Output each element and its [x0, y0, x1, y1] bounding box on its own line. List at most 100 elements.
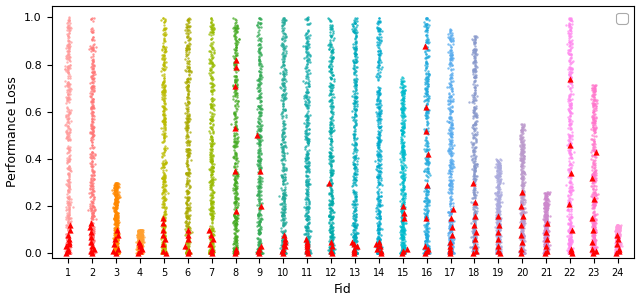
Point	[302, 73, 312, 78]
Point	[516, 145, 526, 149]
Point	[207, 156, 218, 161]
Point	[302, 249, 312, 254]
Point	[566, 91, 577, 96]
Point	[467, 244, 477, 249]
Point	[541, 216, 552, 221]
Point	[159, 215, 170, 220]
Point	[111, 184, 121, 189]
Point	[207, 251, 218, 256]
Point	[159, 174, 169, 179]
Point	[542, 251, 552, 256]
Point	[302, 249, 312, 254]
Point	[589, 251, 599, 256]
Point	[324, 149, 334, 154]
Point	[468, 230, 479, 235]
Point	[278, 244, 288, 249]
Point	[326, 247, 336, 252]
Point	[446, 54, 456, 59]
Point	[564, 113, 575, 118]
Point	[159, 111, 169, 116]
Point	[328, 123, 338, 127]
Point	[304, 182, 314, 187]
Point	[614, 246, 624, 250]
Point	[62, 214, 72, 219]
Point	[111, 246, 122, 250]
Point	[564, 21, 575, 25]
Point	[255, 148, 265, 153]
Point	[518, 190, 529, 195]
Point	[88, 57, 98, 62]
Point	[397, 137, 407, 142]
Point	[230, 169, 241, 174]
Point	[303, 248, 314, 252]
Point	[326, 249, 337, 254]
Point	[373, 71, 383, 76]
Point	[495, 217, 506, 222]
Point	[444, 250, 454, 255]
Point	[160, 237, 170, 242]
Point	[566, 53, 577, 58]
Point	[63, 87, 74, 92]
Point	[181, 128, 191, 133]
Point	[541, 225, 551, 230]
Point	[564, 17, 574, 22]
Point	[421, 192, 431, 197]
Point	[303, 181, 313, 186]
Point	[564, 37, 575, 42]
Point	[614, 227, 625, 232]
Point	[493, 221, 503, 226]
Point	[159, 63, 170, 68]
Point	[494, 239, 504, 243]
Point	[160, 249, 170, 254]
Point	[134, 231, 145, 236]
Point	[112, 227, 122, 232]
Point	[372, 168, 382, 173]
Point	[205, 76, 216, 81]
Point	[566, 181, 577, 186]
Point	[136, 233, 146, 238]
Point	[184, 140, 194, 145]
Point	[86, 208, 96, 213]
Point	[611, 241, 621, 246]
Point	[207, 99, 218, 104]
Point	[517, 169, 527, 174]
Point	[470, 249, 481, 254]
Point	[182, 216, 193, 220]
Point	[230, 126, 240, 131]
Point	[207, 226, 218, 230]
Point	[278, 87, 289, 92]
Point	[254, 248, 264, 252]
Point	[110, 251, 120, 255]
Point	[540, 196, 550, 201]
Point	[563, 207, 573, 212]
Point	[541, 243, 551, 247]
Point	[614, 238, 624, 243]
Point	[65, 251, 75, 255]
Point	[350, 27, 360, 31]
Point	[61, 251, 72, 256]
Point	[326, 201, 337, 206]
Point	[493, 171, 504, 176]
Point	[303, 241, 314, 246]
Point	[349, 240, 360, 245]
Point	[424, 39, 434, 44]
Point	[493, 221, 503, 226]
Point	[470, 208, 480, 213]
Point	[517, 218, 527, 223]
Point	[205, 141, 215, 146]
Point	[111, 237, 121, 242]
Point	[303, 162, 314, 167]
Point	[516, 126, 527, 130]
Point	[184, 214, 195, 218]
Point	[86, 243, 96, 248]
Point	[63, 71, 74, 76]
Point	[543, 249, 554, 253]
Point	[276, 243, 287, 248]
Point	[63, 133, 74, 138]
Point	[397, 130, 408, 135]
Point	[184, 64, 194, 69]
Point	[278, 196, 289, 201]
Point	[254, 24, 264, 29]
Point	[542, 251, 552, 256]
Point	[589, 224, 599, 229]
